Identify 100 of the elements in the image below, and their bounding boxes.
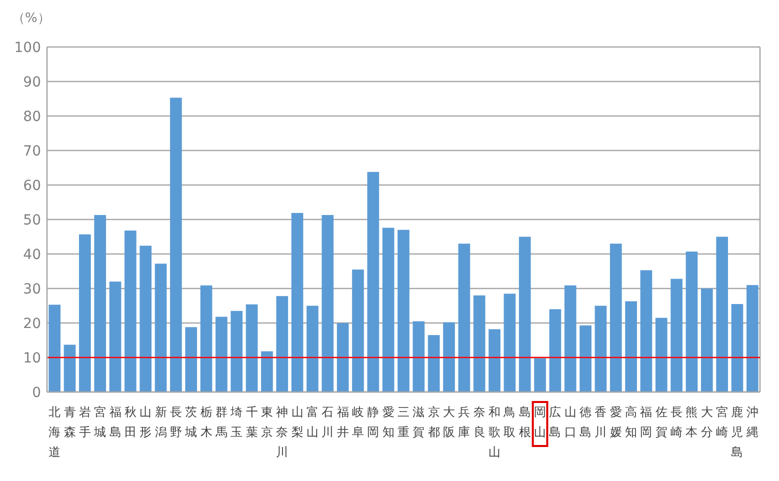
x-tick-label: 宮崎 (716, 405, 728, 439)
bar (716, 236, 728, 392)
bar (246, 304, 258, 392)
x-tick-label: 愛媛 (610, 405, 622, 439)
bar (488, 329, 500, 392)
x-tick-label: 長野 (170, 405, 182, 439)
bar (276, 296, 288, 392)
y-tick-label: 0 (32, 385, 41, 401)
bar (261, 351, 273, 392)
y-tick-label: 90 (23, 74, 41, 90)
x-tick-label: 鳥取 (502, 405, 516, 439)
x-tick-label: 群馬 (214, 405, 228, 439)
x-tick-label: 岩手 (78, 405, 91, 439)
x-tick-label: 新潟 (154, 405, 167, 439)
x-tick-label: 高知 (625, 405, 638, 439)
y-tick-label: 70 (23, 144, 41, 160)
x-tick-label: 岐阜 (352, 405, 364, 439)
bar (700, 288, 713, 392)
y-tick-label: 10 (23, 350, 41, 366)
x-tick-label: 兵庫 (458, 405, 470, 439)
bar (412, 321, 425, 392)
bar (443, 322, 455, 392)
x-tick-label: 埼玉 (230, 405, 243, 439)
x-tick-label: 宮城 (93, 405, 106, 439)
y-tick-label: 40 (23, 247, 41, 263)
x-tick-label: 愛知 (382, 405, 394, 439)
y-tick-label: 50 (23, 212, 41, 228)
x-tick-label: 三重 (398, 405, 410, 439)
x-tick-label: 大阪 (443, 405, 456, 439)
bar (640, 270, 652, 392)
x-tick-label: 滋賀 (412, 405, 425, 439)
x-tick-label: 山口 (564, 405, 576, 439)
x-tick-label: 福井 (336, 405, 349, 439)
bar (94, 215, 106, 392)
bar (216, 316, 228, 392)
y-tick-label: 30 (23, 282, 41, 298)
x-tick-label: 茨城 (184, 405, 198, 439)
bar (64, 344, 76, 392)
bar (291, 212, 304, 392)
bar (322, 215, 334, 392)
x-tick-label: 北海道 (48, 405, 61, 459)
x-tick-label: 長崎 (670, 405, 683, 439)
y-tick-label: 20 (23, 316, 41, 332)
x-tick-label: 静岡 (367, 405, 380, 439)
bar (625, 301, 637, 392)
bar (48, 304, 60, 392)
bar (170, 98, 182, 392)
bar (367, 172, 380, 392)
y-tick-label: 80 (23, 109, 41, 125)
bar (549, 309, 562, 392)
bar (140, 246, 152, 392)
x-tick-label: 栃木 (200, 405, 212, 439)
x-tick-label: 京都 (428, 405, 440, 439)
x-tick-label: 佐賀 (655, 405, 668, 439)
x-tick-label: 富山 (306, 405, 318, 439)
bar (154, 264, 167, 392)
bar (200, 285, 212, 392)
bar (458, 244, 470, 392)
bar (670, 278, 682, 392)
y-tick-label: 60 (23, 178, 41, 194)
x-tick-label: 大分 (700, 405, 713, 439)
x-tick-label: 和歌山 (488, 405, 501, 459)
bar (686, 252, 698, 392)
bar (382, 228, 394, 392)
x-tick-label: 山形 (140, 405, 152, 439)
bar (428, 335, 440, 392)
x-tick-label: 山梨 (291, 405, 304, 439)
bar (306, 306, 318, 392)
x-tick-label: 福岡 (640, 405, 652, 439)
bar (79, 234, 91, 392)
y-axis-title: （%） (12, 11, 50, 26)
bar (473, 295, 486, 392)
x-tick-label: 徳島 (580, 405, 592, 439)
x-tick-label: 岡山 (534, 405, 546, 439)
x-tick-label: 沖縄 (745, 405, 758, 439)
x-tick-label: 香川 (594, 405, 607, 439)
x-tick-label: 福島 (109, 405, 122, 439)
x-tick-label: 東京 (260, 405, 273, 439)
bar (534, 358, 546, 392)
x-tick-label: 神奈川 (276, 405, 288, 459)
bar (746, 285, 758, 392)
x-tick-label: 青森 (64, 405, 76, 439)
bar (610, 244, 622, 392)
x-tick-label: 島根 (518, 405, 531, 439)
bar (109, 282, 122, 392)
bar (655, 318, 668, 392)
x-tick-label: 鹿児島 (731, 405, 744, 459)
bar (518, 236, 531, 392)
bar (352, 270, 364, 392)
x-tick-label: 石川 (322, 405, 334, 439)
bar (124, 230, 136, 392)
x-tick-label: 熊本 (686, 405, 698, 439)
bar (398, 230, 410, 392)
bar (731, 304, 744, 392)
bar (564, 285, 576, 392)
x-tick-label: 広島 (549, 405, 562, 439)
y-tick-label: 100 (14, 40, 41, 56)
x-tick-label: 奈良 (473, 405, 486, 439)
bar (230, 310, 243, 392)
bar (580, 325, 592, 392)
